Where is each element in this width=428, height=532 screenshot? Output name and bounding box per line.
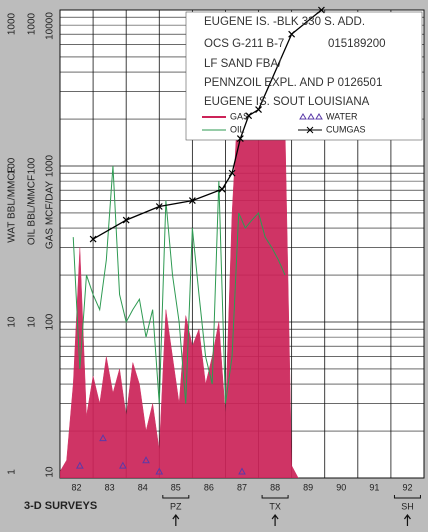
y-axis-label: GAS MCF/DAY: [45, 181, 56, 249]
y2-tick-label: 10: [7, 316, 18, 328]
x-tick-label: 86: [204, 482, 214, 492]
legend-symbol: [299, 113, 307, 120]
legend-label: GAS: [230, 111, 249, 121]
x-tick-label: 92: [402, 482, 412, 492]
survey-label: SH: [401, 501, 414, 511]
x-tick-label: 87: [237, 482, 247, 492]
cumgas-marker: [122, 216, 130, 224]
info-text: LF SAND FBA/: [204, 58, 282, 70]
cumgas-marker: [89, 235, 97, 243]
water-marker: [142, 456, 150, 464]
water-marker: [76, 461, 84, 469]
legend-item: OIL: [202, 124, 245, 134]
legend-symbol: [315, 113, 323, 120]
x-tick-label: 89: [303, 482, 313, 492]
y2-tick-label: 10: [27, 316, 38, 328]
survey-label: PZ: [170, 501, 182, 511]
legend-label: OIL: [230, 124, 245, 134]
water-marker: [119, 461, 127, 469]
legend-item: WATER: [299, 111, 358, 121]
x-tick-label: 91: [369, 482, 379, 492]
survey-arrow: [172, 514, 180, 526]
y2-tick-label: 1000: [27, 12, 38, 35]
info-text: EUGENE IS. -BLK 330 S. ADD.: [204, 16, 365, 28]
water-marker: [99, 434, 107, 442]
x-tick-label: 84: [138, 482, 148, 492]
legend-label: CUMGAS: [326, 124, 366, 134]
survey-title: 3-D SURVEYS: [24, 500, 97, 512]
y-tick-label: 10000: [45, 12, 56, 40]
cumgas-marker: [218, 185, 226, 193]
x-tick-label: 90: [336, 482, 346, 492]
y2-tick-label: 100: [7, 157, 18, 174]
series-line: [72, 165, 286, 404]
legend-item: CUMGAS: [298, 124, 366, 134]
water-marker: [155, 467, 164, 475]
info-text: PENNZOIL EXPL. AND P 0126501: [204, 77, 382, 89]
cumgas-marker: [245, 112, 253, 120]
x-tick-label: 83: [105, 482, 115, 492]
x-tick-label: 82: [72, 482, 82, 492]
legend-symbol: [307, 113, 315, 120]
cumgas-marker: [228, 169, 236, 177]
legend-item: GAS: [202, 111, 249, 121]
y2-tick-label: 100: [27, 157, 38, 174]
cumgas-marker: [188, 197, 196, 205]
cumgas-marker: [155, 203, 163, 210]
info-text: 015189200: [328, 38, 386, 50]
y2-axis-label: OIL BBL/MMCF: [27, 175, 38, 245]
y2-tick-label: 1: [7, 469, 18, 475]
cumgas-marker: [255, 106, 262, 113]
survey-bracket: [162, 495, 190, 499]
survey-bracket: [393, 495, 421, 499]
survey-arrow: [271, 514, 279, 526]
info-text: EUGENE IS. SOUT LOUISIANA: [204, 96, 370, 108]
x-tick-label: 85: [171, 482, 181, 492]
cumgas-marker: [236, 135, 244, 142]
cumgas-marker: [317, 6, 325, 14]
water-marker: [238, 467, 246, 475]
y-tick-label: 100: [45, 313, 56, 330]
survey-bracket: [261, 495, 289, 499]
legend-symbol: [306, 126, 314, 134]
y-tick-label: 1000: [45, 154, 56, 177]
y2-axis-label: WAT BBL/MMCF: [7, 167, 18, 242]
survey-label: TX: [269, 501, 281, 511]
legend-label: WATER: [326, 111, 358, 121]
y2-tick-label: 1000: [7, 12, 18, 35]
cumgas-marker: [288, 30, 296, 38]
y-tick-label: 10: [45, 466, 56, 478]
x-tick-label: 88: [270, 482, 280, 492]
info-text: OCS G-211 B-7: [204, 38, 284, 50]
survey-arrow: [403, 514, 411, 526]
info-box: [185, 11, 423, 141]
